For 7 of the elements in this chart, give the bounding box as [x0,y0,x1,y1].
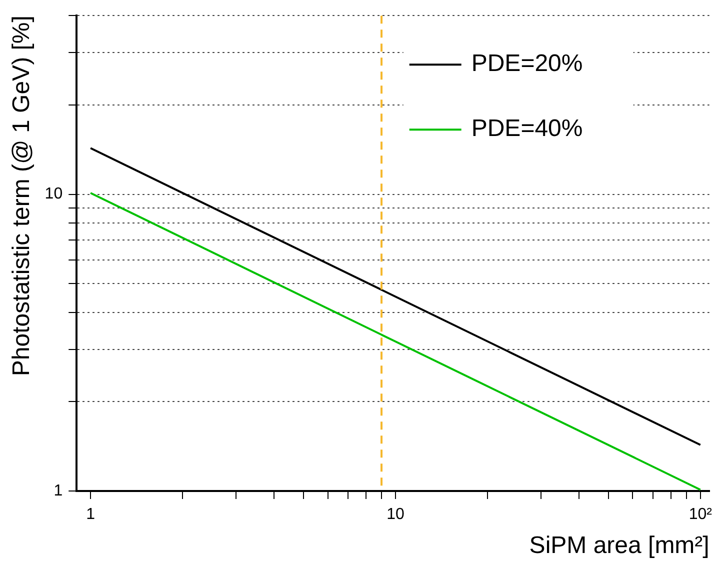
x-tick-label: 10 [386,506,404,524]
legend-label: PDE=40% [471,115,583,142]
y-axis-title: Photostatistic term (@ 1 GeV) [%] [8,16,36,376]
x-tick-label: 10² [688,506,713,524]
x-axis-title: SiPM area [mm²] [529,532,710,560]
x-tick-label: 1 [86,506,96,524]
legend-label: PDE=20% [471,50,583,78]
